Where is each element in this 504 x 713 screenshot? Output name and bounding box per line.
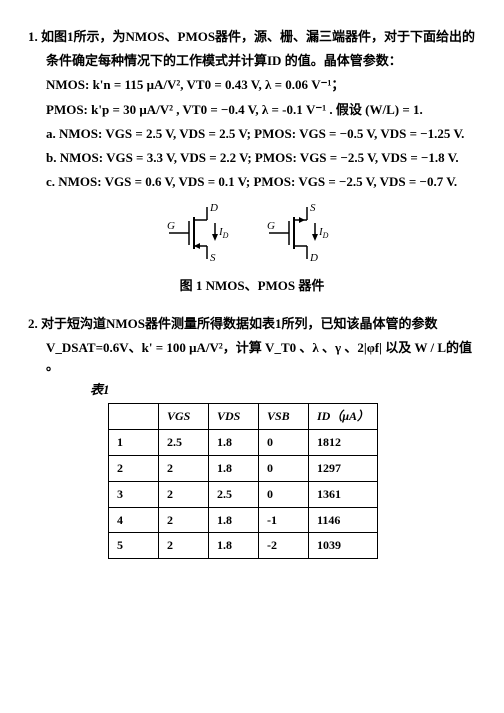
table-row: 221.801297 bbox=[109, 456, 378, 482]
table-cell: 2.5 bbox=[159, 430, 209, 456]
th-0 bbox=[109, 404, 159, 430]
label-s: S bbox=[210, 252, 216, 263]
table-cell: 2.5 bbox=[209, 481, 259, 507]
table-cell: -1 bbox=[259, 507, 309, 533]
problem-1: 1. 如图1所示，为NMOS、PMOS器件，源、栅、漏三端器件，对于下面给出的 … bbox=[28, 28, 476, 295]
p1-l2: 条件确定每种情况下的工作模式并计算ID 的值。晶体管参数： bbox=[28, 52, 476, 70]
table-row: 322.501361 bbox=[109, 481, 378, 507]
figure-caption: 图 1 NMOS、PMOS 器件 bbox=[28, 277, 476, 295]
table-cell: 0 bbox=[259, 456, 309, 482]
data-table: VGS VDS VSB ID（μA） 12.51.801812221.80129… bbox=[108, 403, 378, 559]
table-row: 12.51.801812 bbox=[109, 430, 378, 456]
table-cell: 1.8 bbox=[209, 456, 259, 482]
label-g: G bbox=[167, 220, 175, 232]
figure-svgs: G D S ID G S bbox=[167, 203, 337, 263]
table-cell: 1.8 bbox=[209, 430, 259, 456]
table-cell: 0 bbox=[259, 481, 309, 507]
table-cell: 1039 bbox=[309, 533, 378, 559]
table-row: 421.8-11146 bbox=[109, 507, 378, 533]
table-cell: 2 bbox=[159, 481, 209, 507]
p2-num: 2. bbox=[28, 316, 38, 331]
p1-l1: 如图1所示，为NMOS、PMOS器件，源、栅、漏三端器件，对于下面给出的 bbox=[41, 29, 475, 44]
table-header-row: VGS VDS VSB ID（μA） bbox=[109, 404, 378, 430]
table-cell: 3 bbox=[109, 481, 159, 507]
th-2: VDS bbox=[209, 404, 259, 430]
p1-line1: 1. 如图1所示，为NMOS、PMOS器件，源、栅、漏三端器件，对于下面给出的 bbox=[28, 28, 476, 46]
p1-b: b. NMOS: VGS = 3.3 V, VDS = 2.2 V; PMOS:… bbox=[28, 149, 476, 167]
table-row: 521.8-21039 bbox=[109, 533, 378, 559]
pmos-symbol: G S D ID bbox=[267, 203, 337, 263]
table-cell: 2 bbox=[109, 456, 159, 482]
problem-2: 2. 对于短沟道NMOS器件测量所得数据如表1所列，已知该晶体管的参数 V_DS… bbox=[28, 315, 476, 560]
figure-1: G D S ID G S bbox=[28, 203, 476, 294]
p2-line1: 2. 对于短沟道NMOS器件测量所得数据如表1所列，已知该晶体管的参数 bbox=[28, 315, 476, 333]
svg-text:ID: ID bbox=[218, 226, 229, 240]
table-cell: 1297 bbox=[309, 456, 378, 482]
th-4: ID（μA） bbox=[309, 404, 378, 430]
p1-nmos: NMOS: k'n = 115 μA/V², VT0 = 0.43 V, λ =… bbox=[28, 76, 476, 94]
table-body: 12.51.801812221.801297322.501361421.8-11… bbox=[109, 430, 378, 559]
label-s2: S bbox=[310, 203, 316, 214]
label-idsub: D bbox=[222, 231, 229, 240]
table-cell: -2 bbox=[259, 533, 309, 559]
p1-a: a. NMOS: VGS = 2.5 V, VDS = 2.5 V; PMOS:… bbox=[28, 125, 476, 143]
table-label: 表1 bbox=[90, 381, 476, 399]
table-cell: 2 bbox=[159, 456, 209, 482]
table-cell: 5 bbox=[109, 533, 159, 559]
p2-l1: 对于短沟道NMOS器件测量所得数据如表1所列，已知该晶体管的参数 bbox=[41, 316, 438, 331]
table-cell: 1.8 bbox=[209, 507, 259, 533]
table-cell: 1 bbox=[109, 430, 159, 456]
table-cell: 1361 bbox=[309, 481, 378, 507]
table-cell: 1146 bbox=[309, 507, 378, 533]
table-cell: 0 bbox=[259, 430, 309, 456]
p1-num: 1. bbox=[28, 29, 38, 44]
p1-c: c. NMOS: VGS = 0.6 V, VDS = 0.1 V; PMOS:… bbox=[28, 173, 476, 191]
p1-pmos: PMOS: k'p = 30 μA/V² , VT0 = −0.4 V, λ =… bbox=[28, 101, 476, 119]
p2-l2: V_DSAT=0.6V、k' = 100 μA/V²，计算 V_T0 、λ 、γ… bbox=[28, 339, 476, 375]
label-idsub2: D bbox=[322, 231, 329, 240]
label-d: D bbox=[209, 203, 218, 214]
svg-text:ID: ID bbox=[318, 226, 329, 240]
table-cell: 1812 bbox=[309, 430, 378, 456]
table-cell: 2 bbox=[159, 507, 209, 533]
table-cell: 4 bbox=[109, 507, 159, 533]
th-1: VGS bbox=[159, 404, 209, 430]
th-3: VSB bbox=[259, 404, 309, 430]
table-cell: 2 bbox=[159, 533, 209, 559]
nmos-symbol: G D S ID bbox=[167, 203, 237, 263]
label-d2: D bbox=[309, 252, 318, 263]
table-cell: 1.8 bbox=[209, 533, 259, 559]
label-g2: G bbox=[267, 220, 275, 232]
